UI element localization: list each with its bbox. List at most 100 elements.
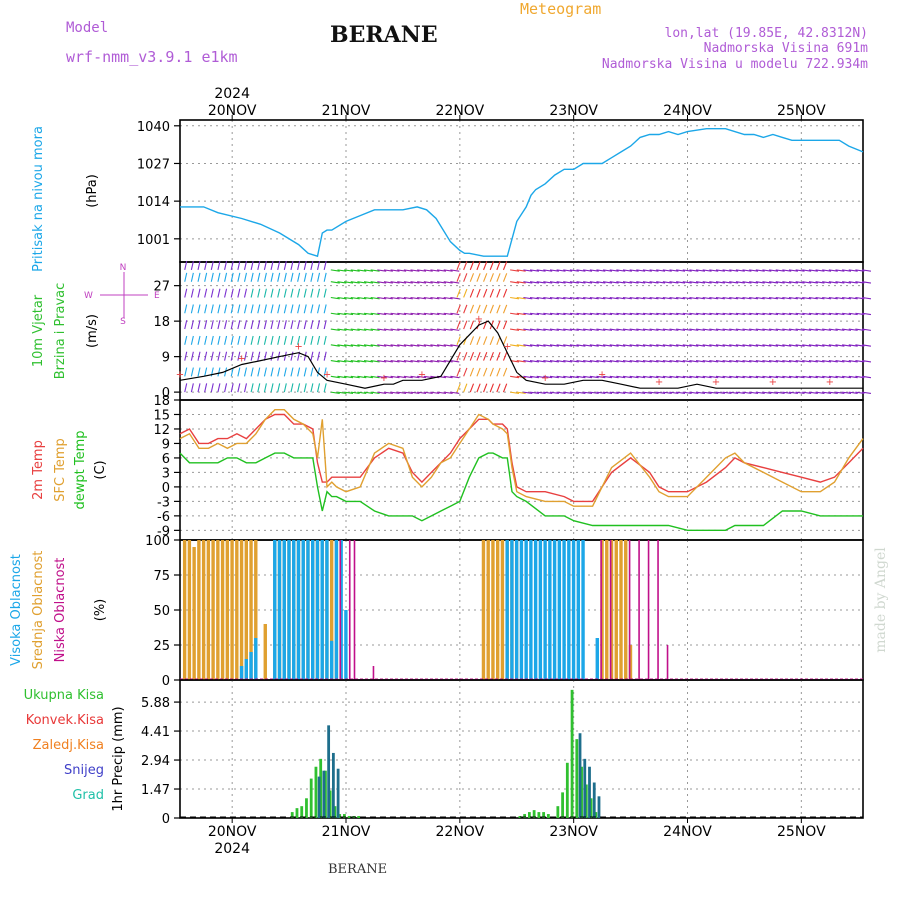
wind-barb	[423, 328, 433, 331]
wind-barb	[861, 391, 872, 395]
wind-barb	[782, 344, 792, 347]
wind-barb	[536, 360, 546, 363]
precip-bar-precip_total	[305, 798, 308, 818]
wind-barb	[642, 296, 652, 300]
wind-barb	[350, 344, 360, 347]
wind-barb	[676, 375, 686, 379]
wind-barb	[303, 320, 307, 330]
wind-barb	[729, 375, 739, 379]
wind-legend-w: W	[84, 291, 93, 301]
wind-barb	[224, 351, 228, 361]
ylabel-pressure: Pritisak na nivou mora	[31, 126, 46, 272]
cloud-bar-cloud_low	[647, 540, 650, 680]
wind-barb	[483, 273, 488, 282]
wind-barb	[749, 391, 759, 395]
wind-barb	[383, 344, 393, 347]
wind-barb	[436, 391, 447, 395]
wind-barb	[277, 272, 281, 282]
wind-barb	[297, 304, 301, 314]
wind-barb	[450, 296, 460, 300]
wind-barb	[190, 383, 194, 393]
wind-barb	[583, 296, 593, 300]
wind-barb	[523, 312, 533, 316]
wind-barb	[861, 375, 872, 379]
wind-barb	[742, 328, 752, 331]
wind-barb	[855, 328, 865, 331]
wind-barb	[323, 335, 327, 345]
series-line-temp_2m	[179, 413, 864, 503]
wind-barb	[609, 344, 619, 347]
wind-barb	[815, 360, 825, 363]
wind-barb	[263, 260, 267, 271]
wind-barb	[689, 269, 699, 272]
wind-barb	[848, 391, 858, 395]
wind-barb	[709, 344, 719, 347]
wind-barb	[848, 269, 858, 272]
wind-barb	[695, 391, 706, 395]
cloud-bar-cloud_mid	[201, 540, 206, 680]
wind-barb	[815, 328, 825, 331]
wind-barb	[602, 360, 613, 363]
wind-barb	[250, 351, 254, 361]
wind-barb	[543, 360, 553, 363]
wind-barb	[502, 351, 508, 361]
wind-barb	[204, 367, 208, 377]
precip-bar-precip_total	[309, 778, 313, 818]
wind-barb	[344, 281, 354, 284]
wind-barb	[377, 281, 387, 284]
wind-barb	[210, 288, 214, 298]
wind-barb	[662, 312, 672, 316]
wind-barb	[450, 328, 460, 331]
wind-barb	[788, 296, 798, 300]
wind-barb	[775, 344, 785, 347]
wind-barb	[742, 269, 752, 272]
wind-barb	[210, 335, 214, 345]
wind-barb	[510, 281, 520, 284]
wind-barb	[436, 296, 447, 300]
wind-barb	[828, 344, 838, 347]
wind-barb	[303, 272, 307, 282]
wind-barb	[370, 360, 380, 363]
wind-barb	[383, 296, 393, 300]
wind-barb	[516, 281, 526, 284]
wind-barb	[775, 360, 785, 363]
precip-bar-precip_total	[290, 812, 294, 818]
wind-barb	[822, 360, 832, 363]
wind-barb	[502, 367, 508, 377]
wind-barb	[330, 281, 340, 284]
wind-barb	[596, 328, 606, 331]
wind-barb	[483, 336, 488, 345]
wind-barb	[815, 269, 825, 272]
wind-barb	[808, 269, 818, 272]
wind-barb	[769, 375, 779, 379]
wind-barb	[410, 269, 420, 272]
y-tick-label: -3	[157, 495, 170, 510]
wind-barb	[243, 367, 248, 377]
wind-barb	[450, 360, 460, 363]
precip-bar-precip_total	[580, 766, 583, 818]
wind-barb	[463, 367, 468, 377]
wind-barb	[476, 304, 481, 314]
wind-barb	[609, 281, 619, 284]
wind-barb	[210, 351, 214, 361]
wind-barb	[270, 351, 274, 361]
wind-barb	[303, 304, 307, 314]
cloud-bar-cloud_mid	[206, 540, 211, 680]
wind-barb	[290, 272, 294, 282]
wind-barb	[549, 281, 559, 284]
wind-barb	[403, 391, 413, 395]
wind-barb	[423, 360, 433, 363]
wind-legend-s: S	[120, 317, 126, 327]
wind-barb	[496, 261, 501, 271]
wind-barb	[344, 344, 354, 347]
wind-barb	[775, 375, 785, 379]
wind-barb	[469, 288, 475, 298]
wind-barb	[855, 296, 865, 300]
wind-barb	[682, 360, 692, 363]
wind-barb	[662, 296, 672, 300]
wind-barb	[729, 269, 739, 272]
wind-barb	[283, 335, 287, 345]
cloud-bar-cloud_mid	[486, 540, 490, 680]
ylabel-temp-0: 2m Temp	[31, 440, 46, 500]
wind-barb	[476, 336, 481, 345]
